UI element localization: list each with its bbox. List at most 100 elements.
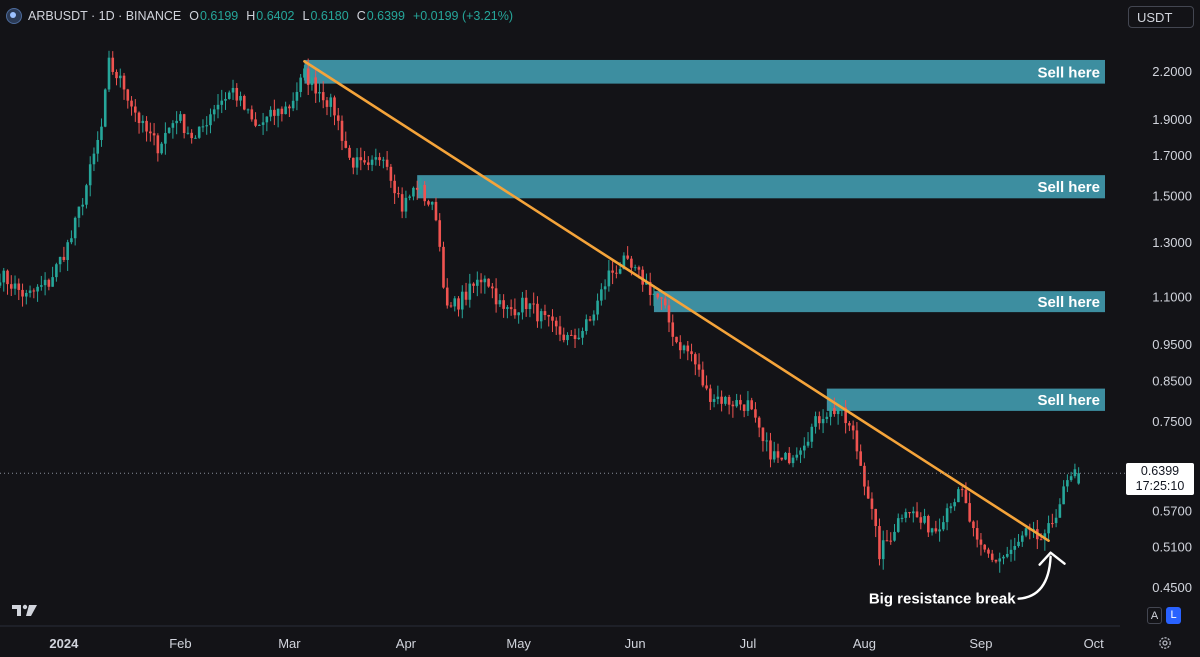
candle-body [990,553,994,560]
candle-body [818,416,821,424]
candle-body [765,440,769,442]
candle-body [949,506,953,509]
candle-body [310,77,314,85]
candle-body [998,558,1002,562]
candle-body [900,517,904,519]
candle-body [36,286,39,292]
candle-body [408,196,411,198]
candle-body [118,75,122,79]
sell-zone-label: Sell here [1037,294,1100,311]
candle-body [780,457,784,460]
candle-body [964,489,968,504]
candle-body [727,396,731,405]
candle-body [145,120,148,132]
y-tick-label: 2.2000 [1152,64,1192,79]
candle-body [761,427,765,442]
candle-body [314,77,318,94]
candle-body [85,185,88,205]
candle-body [558,326,562,335]
tradingview-logo-icon[interactable] [10,600,40,620]
candle-body [0,282,2,286]
candle-body [833,408,836,415]
candle-body [149,131,152,134]
sell-zone [826,388,1105,411]
candle-body [825,416,829,420]
resistance-trendline[interactable] [303,60,1050,542]
candle-body [220,100,224,105]
symbol-label[interactable]: ARBUSDT · 1D · BINANCE [28,9,182,23]
candle-body [160,143,163,154]
candle-body [1013,546,1017,550]
candle-body [303,68,306,78]
candle-body [73,217,77,239]
settings-gear-icon[interactable] [1158,636,1172,650]
bar-countdown: 17:25:10 [1135,479,1185,494]
candle-body [460,291,464,310]
last-price-tag: 0.6399 17:25:10 [1126,463,1194,496]
candle-body [600,289,603,301]
candle-body [2,270,6,283]
candle-body [622,255,626,270]
auto-scale-button[interactable]: A [1147,607,1162,624]
candle-body [58,256,62,265]
currency-selector[interactable]: USDT [1128,6,1194,28]
candle-body [652,293,656,296]
candle-body [746,400,750,411]
candle-body [934,528,938,532]
candle-body [382,159,385,161]
candle-body [374,157,378,160]
candle-body [404,197,408,212]
candle-body [1077,473,1080,484]
candle-body [611,270,614,273]
candle-body [521,297,524,313]
candle-body [28,290,32,293]
candle-body [772,451,776,460]
candle-body [254,119,257,126]
candle-body [551,316,554,321]
candle-body [212,109,216,115]
candle-body [103,89,107,127]
annotation-arrowhead [1038,551,1066,566]
candle-body [874,508,878,527]
candle-body [923,515,926,523]
candle-body [1009,549,1013,554]
change-value: +0.0199 (+3.21%) [412,9,514,23]
candle-body [194,137,197,139]
candle-body [295,91,299,101]
candle-body [878,526,881,560]
candle-body [164,132,167,144]
candle-body [415,187,419,190]
candle-body [126,89,130,101]
candle-body [288,106,291,109]
candle-body [750,400,753,410]
candle-body [908,512,911,514]
candle-body [881,540,885,560]
candle-body [626,255,629,259]
candle-body [919,517,923,523]
log-scale-button[interactable]: L [1166,607,1181,624]
candle-body [137,112,141,124]
x-tick-label: 2024 [49,636,79,651]
candle-body [246,109,250,111]
candle-body [836,409,840,415]
candle-body [532,303,535,305]
y-tick-label: 1.5000 [1152,189,1192,204]
candle-body [205,125,209,127]
candle-body [1043,533,1047,540]
candle-body [186,132,190,134]
sell-zone [304,59,1105,84]
candle-body [539,311,543,322]
candle-body [359,157,363,161]
y-tick-label: 0.9500 [1152,337,1192,352]
candle-body [115,71,118,79]
candle-body [859,451,862,466]
candle-body [866,486,870,499]
candle-body [472,283,475,286]
candle-body [88,164,92,186]
candle-body [506,307,509,309]
candle-body [239,95,242,101]
candle-body [340,120,344,141]
candle-body [893,531,896,541]
candle-body [66,242,69,260]
